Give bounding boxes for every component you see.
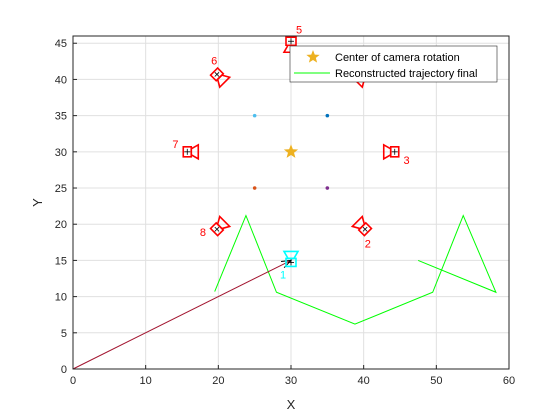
camera-5-label: 5 bbox=[296, 24, 302, 36]
pose-arrow-line bbox=[72, 259, 292, 370]
camera-lens bbox=[382, 143, 392, 161]
small-point bbox=[325, 113, 330, 118]
legend-star-marker bbox=[306, 50, 320, 63]
camera-lens bbox=[216, 214, 232, 230]
points-layer bbox=[252, 113, 330, 190]
camera-1-marker bbox=[282, 250, 300, 268]
camera-7-label: 7 bbox=[172, 139, 178, 151]
camera-6-marker bbox=[209, 66, 232, 89]
x-tick-label: 50 bbox=[430, 375, 442, 387]
y-tick-label: 25 bbox=[55, 183, 67, 195]
y-tick-label: 20 bbox=[55, 219, 67, 231]
x-tick-label: 40 bbox=[358, 375, 370, 387]
trajectory-layer bbox=[214, 214, 497, 325]
small-point bbox=[252, 186, 257, 190]
camera-center-h bbox=[214, 71, 220, 77]
legend-entry-trajectory: Reconstructed trajectory final bbox=[335, 68, 477, 80]
y-tick-labels: 0 5 10 15 20 25 30 35 40 45 bbox=[55, 38, 67, 376]
trajectory-line bbox=[214, 214, 497, 325]
plot-area-border bbox=[72, 35, 510, 370]
camera-2-marker bbox=[350, 214, 373, 237]
x-tick-label: 60 bbox=[503, 375, 515, 387]
camera-8-marker bbox=[209, 214, 232, 237]
y-tick-label: 0 bbox=[61, 364, 67, 376]
y-tick-label: 10 bbox=[55, 292, 67, 304]
y-tick-label: 15 bbox=[55, 255, 67, 267]
camera-7-marker bbox=[182, 143, 200, 161]
camera-body bbox=[182, 146, 193, 158]
grid-lines bbox=[72, 36, 510, 370]
camera-lens bbox=[350, 214, 366, 230]
x-tick-label: 30 bbox=[285, 375, 297, 387]
y-axis-label: Y bbox=[30, 198, 45, 207]
y-tick-label: 40 bbox=[55, 74, 67, 86]
legend: Center of camera rotation Reconstructed … bbox=[289, 45, 498, 83]
camera-lens bbox=[282, 250, 300, 260]
legend-entry-center: Center of camera rotation bbox=[335, 52, 460, 64]
y-tick-label: 5 bbox=[61, 328, 67, 340]
camera-body bbox=[209, 221, 225, 237]
camera-body bbox=[209, 66, 225, 82]
x-tick-label: 10 bbox=[140, 375, 152, 387]
y-tick-label: 35 bbox=[55, 111, 67, 123]
camera-2-label: 2 bbox=[365, 238, 371, 250]
camera-1-label: 1 bbox=[280, 269, 286, 281]
arrow-layer bbox=[72, 259, 293, 370]
small-point bbox=[252, 113, 257, 118]
x-axis-label: X bbox=[287, 397, 296, 412]
camera-center-h bbox=[214, 226, 220, 232]
x-tick-label: 20 bbox=[212, 375, 224, 387]
camera-body bbox=[389, 146, 400, 158]
camera-body bbox=[285, 36, 297, 47]
camera-lens bbox=[190, 143, 200, 161]
y-tick-label: 45 bbox=[55, 38, 67, 50]
camera-lens bbox=[216, 74, 232, 89]
x-tick-label: 0 bbox=[70, 375, 76, 387]
camera-3-marker bbox=[382, 143, 400, 161]
y-tick-label: 30 bbox=[55, 147, 67, 159]
small-point bbox=[325, 186, 330, 190]
camera-6-label: 6 bbox=[211, 55, 217, 67]
camera-body bbox=[357, 221, 373, 237]
center-of-rotation-star bbox=[283, 144, 299, 158]
camera-body bbox=[285, 257, 297, 268]
camera-center-h bbox=[362, 226, 368, 232]
camera-3-label: 3 bbox=[404, 155, 410, 167]
x-tick-labels: 0 10 20 30 40 50 60 bbox=[70, 375, 515, 387]
legend-box bbox=[289, 45, 498, 83]
camera-8-label: 8 bbox=[200, 227, 206, 239]
